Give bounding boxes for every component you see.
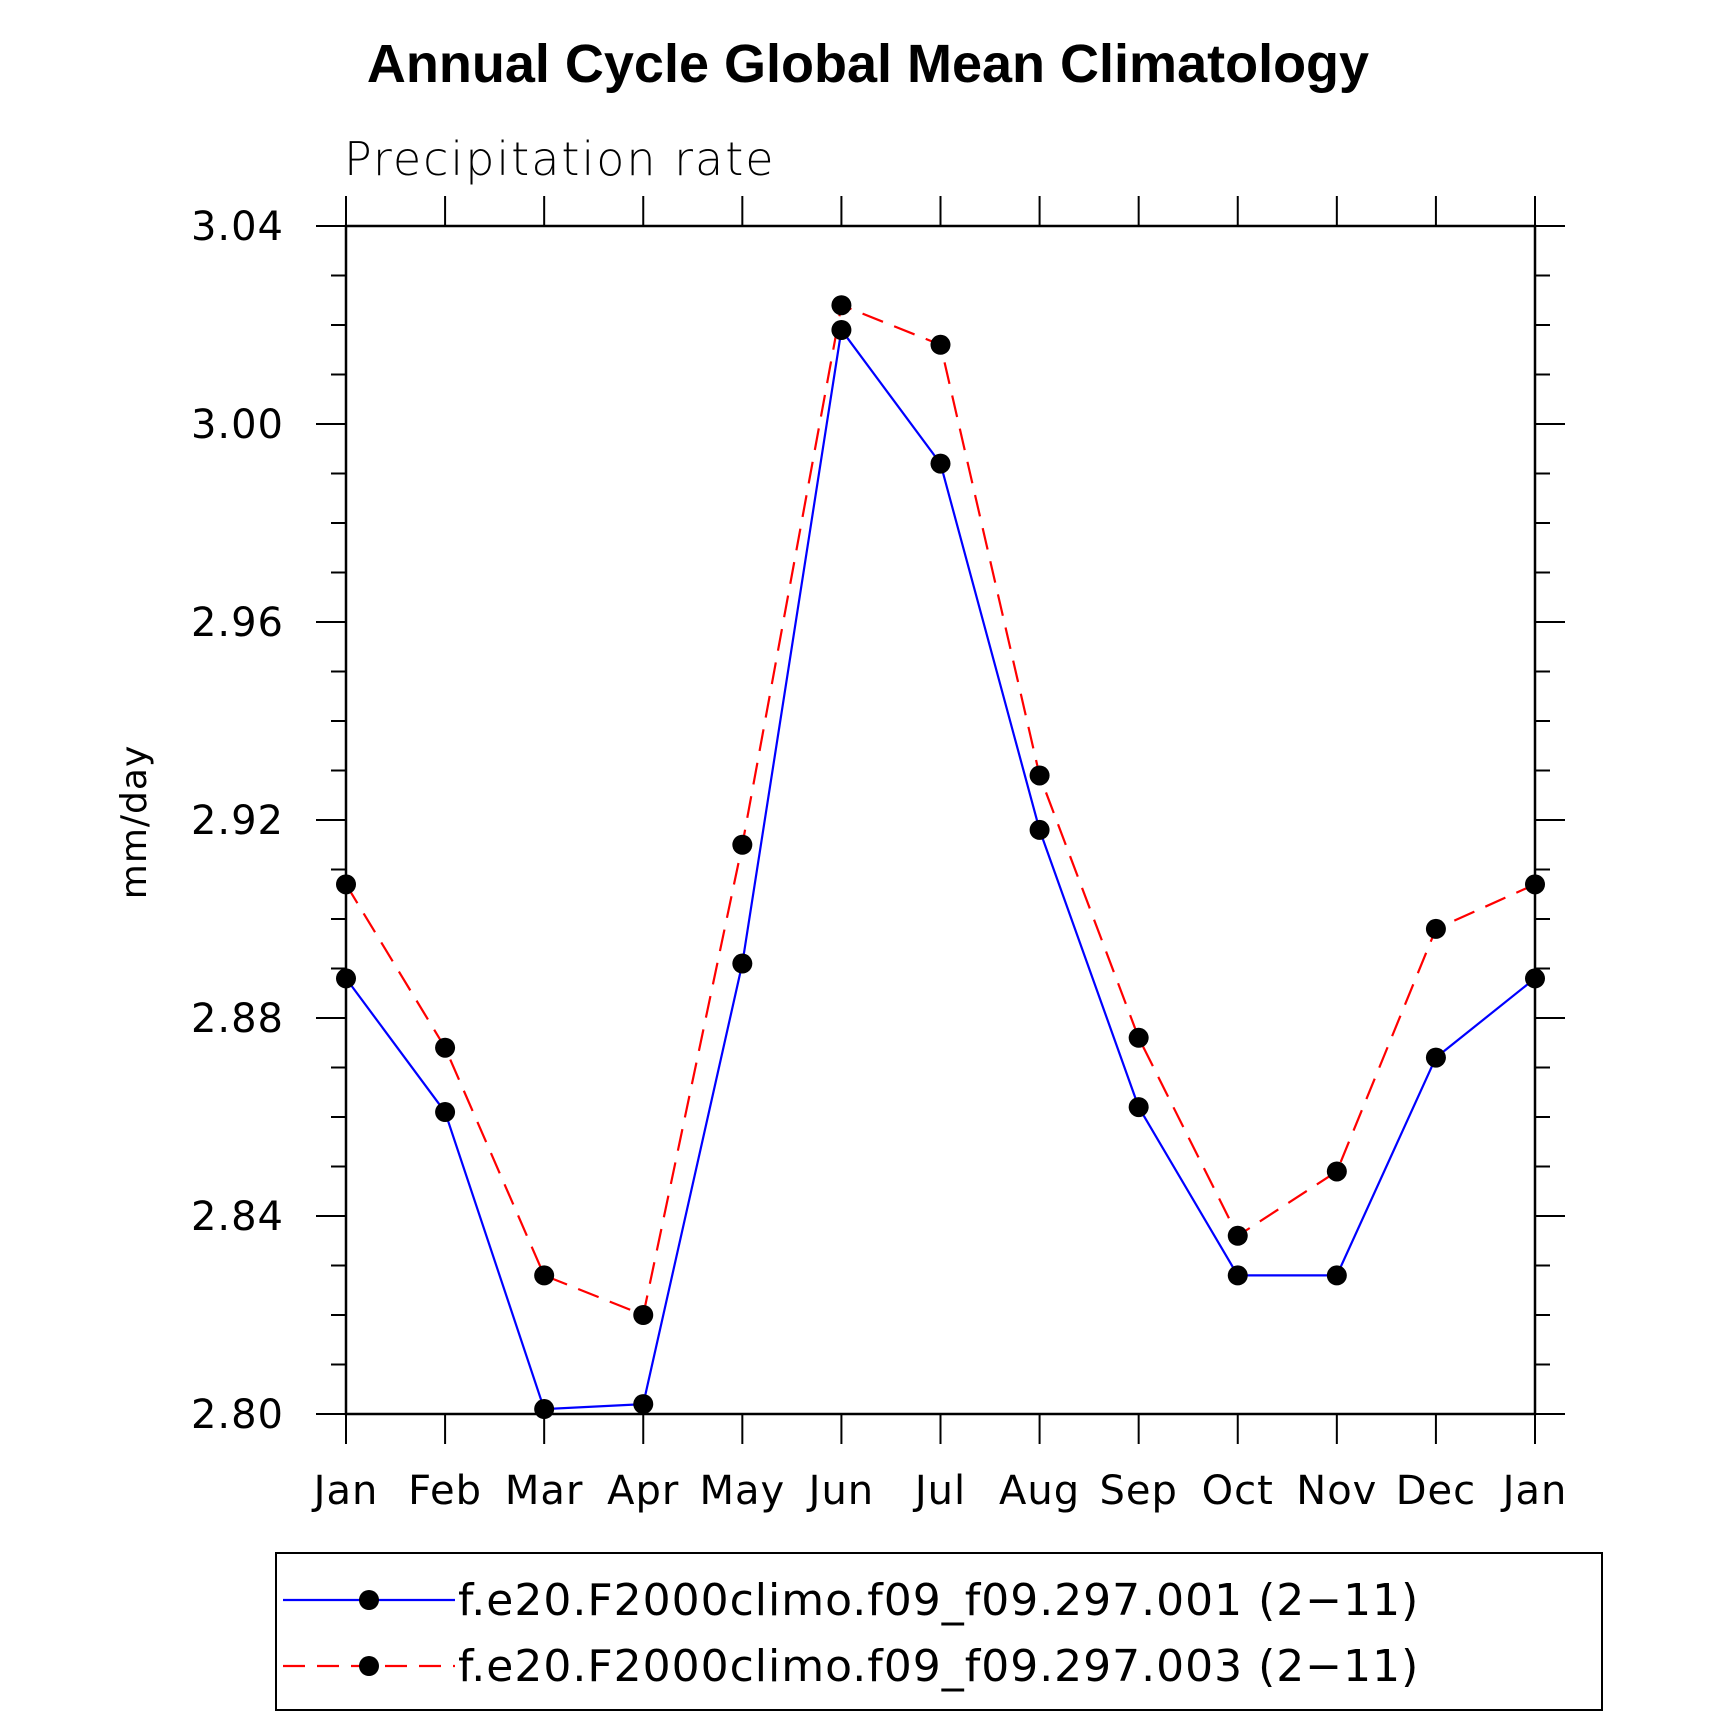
x-tick-label: Sep — [1099, 1468, 1177, 1514]
x-tick-label: May — [699, 1468, 785, 1514]
y-tick-label: 2.96 — [191, 600, 284, 646]
y-tick-label: 2.84 — [191, 1194, 284, 1240]
legend-label-2: f.e20.F2000climo.f09_f09.297.003 (2−11) — [458, 1641, 1419, 1692]
data-point-series-2 — [1029, 765, 1050, 786]
legend-marker-1 — [359, 1590, 379, 1610]
data-point-series-1 — [435, 1102, 456, 1123]
x-tick-label: Oct — [1202, 1468, 1274, 1514]
x-tick-label: Mar — [505, 1468, 583, 1514]
y-tick-label: 3.04 — [191, 204, 284, 250]
tick-labels: Jan Feb Mar Apr May Jun Jul Aug Sep Oct Nov Dec Jan 2… — [191, 204, 1568, 1514]
x-tick-label: Apr — [607, 1468, 679, 1514]
data-point-series-1 — [534, 1399, 555, 1420]
data-point-series-1 — [930, 453, 951, 474]
data-point-series-2 — [1227, 1225, 1248, 1246]
legend-items: f.e20.F2000climo.f09_f09.297.001 (2−11) f… — [283, 1575, 1419, 1692]
x-tick-label: Jan — [1500, 1468, 1568, 1514]
data-point-series-2 — [534, 1265, 555, 1286]
data-point-series-1 — [732, 953, 753, 974]
data-point-series-2 — [1425, 918, 1446, 939]
x-tick-label: Jul — [912, 1468, 966, 1514]
data-point-series-2 — [831, 295, 852, 316]
x-tick-label: Jun — [806, 1468, 875, 1514]
y-tick-label: 2.80 — [191, 1392, 284, 1438]
series-line-1 — [345, 327, 1536, 1411]
data-point-series-2 — [1128, 1027, 1149, 1048]
chart-subtitle: Precipitation rate — [344, 132, 776, 186]
x-tick-label: Nov — [1296, 1468, 1377, 1514]
chart-title: Annual Cycle Global Mean Climatology — [367, 34, 1369, 94]
y-axis-label: mm/day — [114, 745, 155, 899]
data-point-series-2 — [435, 1037, 456, 1058]
data-point-series-2 — [930, 334, 951, 355]
data-point-series-1 — [1029, 819, 1050, 840]
data-point-series-2 — [732, 834, 753, 855]
legend-label-1: f.e20.F2000climo.f09_f09.297.001 (2−11) — [458, 1575, 1419, 1626]
data-point-series-1 — [1128, 1097, 1149, 1118]
y-tick-label: 3.00 — [191, 402, 284, 448]
axis-ticks — [316, 196, 1565, 1444]
data-point-series-1 — [1227, 1265, 1248, 1286]
data-point-series-2 — [1326, 1161, 1347, 1182]
data-point-series-1 — [633, 1394, 654, 1415]
legend-box — [275, 1552, 1603, 1711]
legend: f.e20.F2000climo.f09_f09.297.001 (2−11) f… — [275, 1552, 1603, 1711]
data-point-series-1 — [1425, 1047, 1446, 1068]
data-point-series-1 — [831, 319, 852, 340]
y-tick-label: 2.92 — [191, 798, 284, 844]
x-tick-label: Feb — [408, 1468, 482, 1514]
x-tick-label: Dec — [1396, 1468, 1476, 1514]
x-tick-label: Aug — [999, 1468, 1080, 1514]
series-layer — [336, 295, 1545, 1420]
legend-marker-2 — [359, 1656, 379, 1676]
y-tick-label: 2.88 — [191, 996, 284, 1042]
data-point-series-1 — [1326, 1265, 1347, 1286]
data-point-series-2 — [633, 1305, 654, 1325]
x-tick-label: Jan — [311, 1468, 379, 1514]
plot-frame — [344, 224, 1537, 1416]
